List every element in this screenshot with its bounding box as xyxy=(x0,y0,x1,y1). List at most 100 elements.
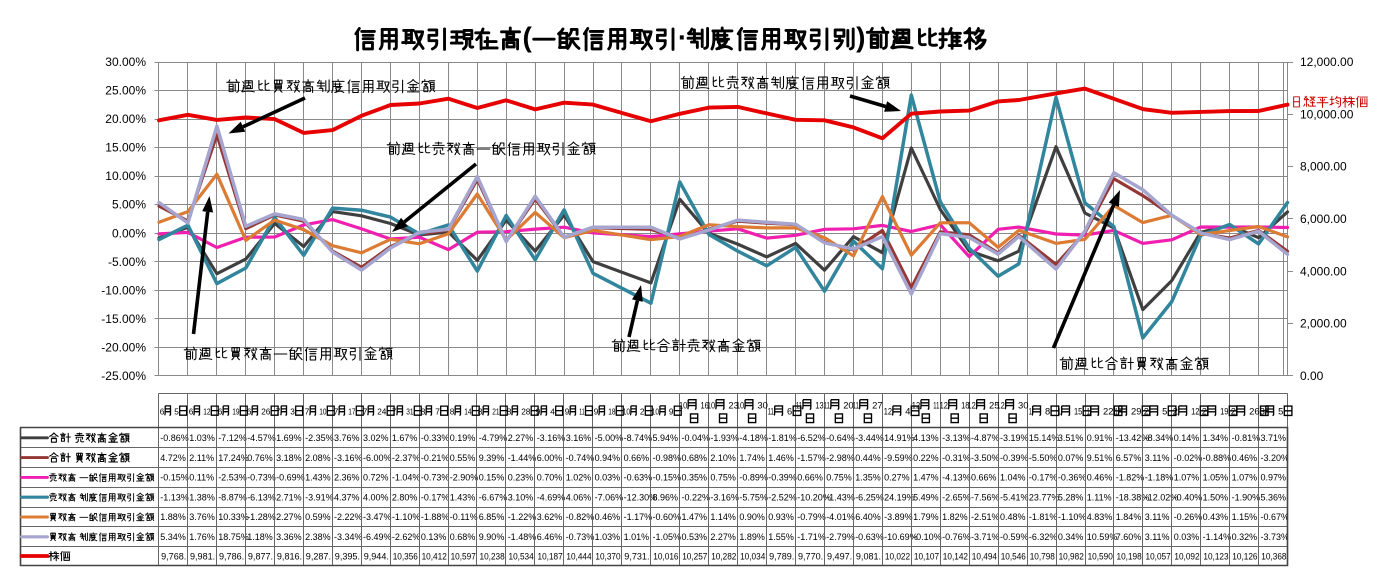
svg-text:-25.00%: -25.00% xyxy=(101,369,146,383)
svg-text:19: 19 xyxy=(232,407,240,417)
svg-text:0.66%: 0.66% xyxy=(971,473,997,483)
svg-text:19: 19 xyxy=(1220,407,1228,418)
svg-text:1.38%: 1.38% xyxy=(189,492,215,502)
svg-text:5.49%: 5.49% xyxy=(913,492,939,502)
svg-text:11: 11 xyxy=(579,407,585,417)
svg-text:10,123: 10,123 xyxy=(1203,551,1228,562)
svg-text:-0.67%: -0.67% xyxy=(1261,512,1290,522)
svg-text:1.07%: 1.07% xyxy=(1232,473,1258,483)
svg-text:1.84%: 1.84% xyxy=(1116,512,1142,522)
svg-text:7: 7 xyxy=(305,407,310,417)
svg-text:0.55%: 0.55% xyxy=(450,453,476,463)
svg-text:-2.52%: -2.52% xyxy=(768,492,797,502)
svg-text:5: 5 xyxy=(174,407,179,417)
svg-text:6: 6 xyxy=(247,407,252,417)
svg-text:10.59%: 10.59% xyxy=(1087,532,1118,542)
svg-text:15.14%: 15.14% xyxy=(1029,433,1060,443)
svg-text:8.96%: 8.96% xyxy=(653,492,679,502)
svg-text:31: 31 xyxy=(406,407,414,417)
svg-text:-3.16%: -3.16% xyxy=(334,453,363,463)
svg-text:-4.87%: -4.87% xyxy=(971,433,1000,443)
svg-text:-1.48%: -1.48% xyxy=(508,532,537,542)
svg-text:8: 8 xyxy=(507,407,512,417)
svg-text:1.74%: 1.74% xyxy=(739,453,765,463)
svg-text:-2.22%: -2.22% xyxy=(334,512,363,522)
svg-text:0.46%: 0.46% xyxy=(595,512,621,522)
svg-text:1.46%: 1.46% xyxy=(768,453,794,463)
svg-text:-3.19%: -3.19% xyxy=(1000,433,1029,443)
svg-text:14: 14 xyxy=(464,407,472,417)
svg-text:6,000.00: 6,000.00 xyxy=(1300,212,1347,226)
svg-text:3.36%: 3.36% xyxy=(276,532,302,542)
svg-text:10,092: 10,092 xyxy=(1174,551,1199,562)
svg-text:-3.50%: -3.50% xyxy=(971,453,1000,463)
svg-text:15: 15 xyxy=(1074,407,1082,418)
svg-text:-0.82%: -0.82% xyxy=(566,512,595,522)
svg-text:-1.57%: -1.57% xyxy=(797,453,826,463)
svg-text:9,287.: 9,287. xyxy=(306,551,331,562)
svg-text:0.23%: 0.23% xyxy=(508,473,534,483)
svg-text:1.18%: 1.18% xyxy=(247,532,273,542)
svg-text:11: 11 xyxy=(796,401,802,412)
svg-text:-2.53%: -2.53% xyxy=(218,473,247,483)
svg-text:8: 8 xyxy=(450,407,455,417)
svg-text:-1.88%: -1.88% xyxy=(421,512,450,522)
svg-text:0.07%: 0.07% xyxy=(1058,453,1084,463)
svg-text:-5.50%: -5.50% xyxy=(1029,453,1058,463)
svg-text:10,198: 10,198 xyxy=(1117,551,1142,562)
svg-text:8: 8 xyxy=(1045,407,1050,418)
svg-text:4.83%: 4.83% xyxy=(1087,512,1113,522)
svg-text:2.27%: 2.27% xyxy=(508,433,534,443)
svg-text:0.19%: 0.19% xyxy=(450,433,476,443)
svg-text:-1.17%: -1.17% xyxy=(624,512,653,522)
svg-text:-0.15%: -0.15% xyxy=(653,473,682,483)
svg-text:-6.25%: -6.25% xyxy=(855,492,884,502)
svg-text:10,034: 10,034 xyxy=(740,551,765,562)
svg-text:0.44%: 0.44% xyxy=(855,453,881,463)
svg-text:10.33%: 10.33% xyxy=(218,512,249,522)
svg-text:-1.90%: -1.90% xyxy=(1232,492,1261,502)
svg-text:1.05%: 1.05% xyxy=(1203,473,1229,483)
svg-text:-6.32%: -6.32% xyxy=(1029,532,1058,542)
svg-text:24.19%: 24.19% xyxy=(884,492,915,502)
svg-text:9,816.: 9,816. xyxy=(277,551,302,562)
svg-text:-18.38%: -18.38% xyxy=(1116,492,1150,502)
svg-text:1: 1 xyxy=(1087,407,1090,418)
svg-text:-2.65%: -2.65% xyxy=(942,492,971,502)
svg-text:-2.98%: -2.98% xyxy=(826,453,855,463)
svg-text:4: 4 xyxy=(905,407,911,418)
svg-text:-3.34%: -3.34% xyxy=(334,532,363,542)
svg-text:9,770.: 9,770. xyxy=(798,551,823,562)
svg-text:3.10%: 3.10% xyxy=(508,492,534,502)
svg-text:-0.36%: -0.36% xyxy=(1058,473,1087,483)
svg-text:-1.05%: -1.05% xyxy=(653,532,682,542)
svg-text:1.01%: 1.01% xyxy=(624,532,650,542)
svg-text:-5.41%: -5.41% xyxy=(1000,492,1029,502)
svg-text:2,000.00: 2,000.00 xyxy=(1300,317,1347,331)
svg-text:14.91%: 14.91% xyxy=(884,433,915,443)
svg-text:12: 12 xyxy=(203,407,211,417)
svg-text:-6.13%: -6.13% xyxy=(247,492,276,502)
svg-text:10,534: 10,534 xyxy=(509,551,534,562)
svg-text:-1.10%: -1.10% xyxy=(1058,512,1087,522)
svg-text:21: 21 xyxy=(492,407,500,417)
svg-text:11: 11 xyxy=(768,407,774,418)
svg-text:12: 12 xyxy=(997,401,1005,412)
svg-text:-0.26%: -0.26% xyxy=(1174,512,1203,522)
svg-text:0.68%: 0.68% xyxy=(682,453,708,463)
svg-text:1.35%: 1.35% xyxy=(855,473,881,483)
svg-text:): ) xyxy=(856,22,865,53)
svg-text:0.91%: 0.91% xyxy=(1087,433,1113,443)
svg-text:10.00%: 10.00% xyxy=(105,169,146,183)
svg-text:0.76%: 0.76% xyxy=(247,453,273,463)
svg-text:17: 17 xyxy=(348,407,356,417)
svg-text:5: 5 xyxy=(1278,407,1283,418)
svg-text:5: 5 xyxy=(1162,407,1167,418)
svg-text:24: 24 xyxy=(377,407,387,417)
svg-text:1.03%: 1.03% xyxy=(189,433,215,443)
svg-text:2.11%: 2.11% xyxy=(189,453,214,463)
svg-text:0.13%: 0.13% xyxy=(421,532,447,542)
svg-text:10,356: 10,356 xyxy=(393,551,418,562)
svg-text:1.03%: 1.03% xyxy=(595,532,621,542)
svg-text:3: 3 xyxy=(290,407,295,417)
